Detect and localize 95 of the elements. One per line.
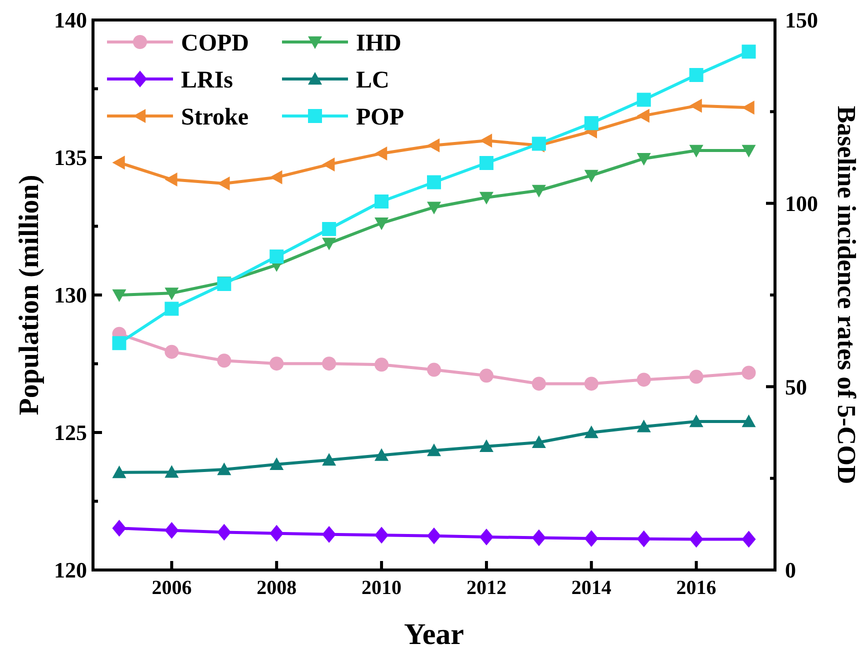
y-tick-label: 135 <box>54 145 87 170</box>
legend-label: LRIs <box>181 67 234 94</box>
point <box>164 344 179 359</box>
point <box>584 426 598 438</box>
point <box>374 218 389 230</box>
point <box>532 184 546 198</box>
x-tick-label: 2016 <box>676 577 716 599</box>
point <box>742 414 756 428</box>
y-tick-label: 120 <box>54 558 87 583</box>
x-tick-label: 2008 <box>256 577 297 599</box>
point <box>689 68 704 82</box>
point <box>532 435 546 448</box>
legend-label: LC <box>356 67 390 94</box>
point <box>374 526 389 544</box>
point <box>112 289 126 302</box>
y-axis-title: Population (million) <box>14 174 45 416</box>
point <box>636 420 651 432</box>
point <box>112 520 126 537</box>
point <box>689 370 704 384</box>
point <box>636 108 650 123</box>
point <box>164 288 179 300</box>
y2-tick-label: 150 <box>785 8 818 33</box>
point <box>374 194 389 208</box>
point <box>427 202 441 214</box>
point <box>322 157 335 172</box>
point <box>322 238 336 250</box>
point <box>636 153 651 166</box>
point <box>112 465 126 478</box>
point <box>689 414 704 428</box>
point <box>322 453 336 466</box>
point <box>742 144 756 158</box>
point <box>479 528 494 546</box>
point <box>112 336 126 350</box>
point <box>479 368 494 383</box>
point <box>742 100 754 115</box>
point <box>374 358 389 372</box>
point <box>217 462 232 476</box>
point <box>427 528 441 544</box>
point <box>742 530 756 548</box>
point <box>636 530 651 548</box>
point <box>164 302 179 316</box>
x-tick-label: 2006 <box>152 577 192 599</box>
point <box>689 530 704 548</box>
point <box>322 356 336 371</box>
point <box>322 526 336 543</box>
point <box>689 98 702 113</box>
point <box>636 92 651 107</box>
point <box>479 134 492 148</box>
point <box>689 144 704 158</box>
point <box>270 457 284 470</box>
point <box>532 376 546 391</box>
point <box>270 170 282 184</box>
point <box>636 372 651 387</box>
point <box>112 156 125 170</box>
x-axis-title: Year <box>404 618 464 651</box>
point <box>479 439 494 452</box>
x-tick-label: 2012 <box>466 577 506 599</box>
point <box>532 529 546 546</box>
y2-axis-title: Baseline incidence rates of 5-COD <box>832 106 861 484</box>
point <box>584 170 598 182</box>
point <box>270 356 284 371</box>
legend-label: COPD <box>181 30 249 56</box>
point <box>742 44 756 59</box>
y-tick-label: 140 <box>54 8 87 33</box>
point <box>427 443 441 456</box>
point <box>322 222 336 236</box>
y-tick-label: 130 <box>54 282 87 308</box>
point <box>479 156 494 170</box>
legend-label: Stroke <box>181 104 249 130</box>
point <box>164 522 179 539</box>
point <box>164 465 179 478</box>
point <box>217 524 232 541</box>
x-tick-label: 2010 <box>362 577 402 599</box>
y2-tick-label: 50 <box>785 374 807 400</box>
y-tick-label: 125 <box>54 420 87 446</box>
point <box>742 366 756 380</box>
point <box>374 448 389 461</box>
legend-label: IHD <box>356 30 402 56</box>
point <box>374 146 388 160</box>
legend-label: POP <box>356 104 404 130</box>
point <box>270 250 284 264</box>
point <box>584 376 598 391</box>
point <box>217 176 230 191</box>
point <box>584 116 598 130</box>
point <box>217 354 232 368</box>
x-tick-label: 2014 <box>571 577 612 599</box>
y2-tick-label: 100 <box>785 191 818 216</box>
point <box>479 192 494 204</box>
point <box>427 175 441 190</box>
y2-tick-label: 0 <box>785 558 796 583</box>
point <box>270 524 284 542</box>
point <box>164 172 178 186</box>
point <box>427 138 440 152</box>
point <box>427 362 441 377</box>
point <box>584 530 598 547</box>
